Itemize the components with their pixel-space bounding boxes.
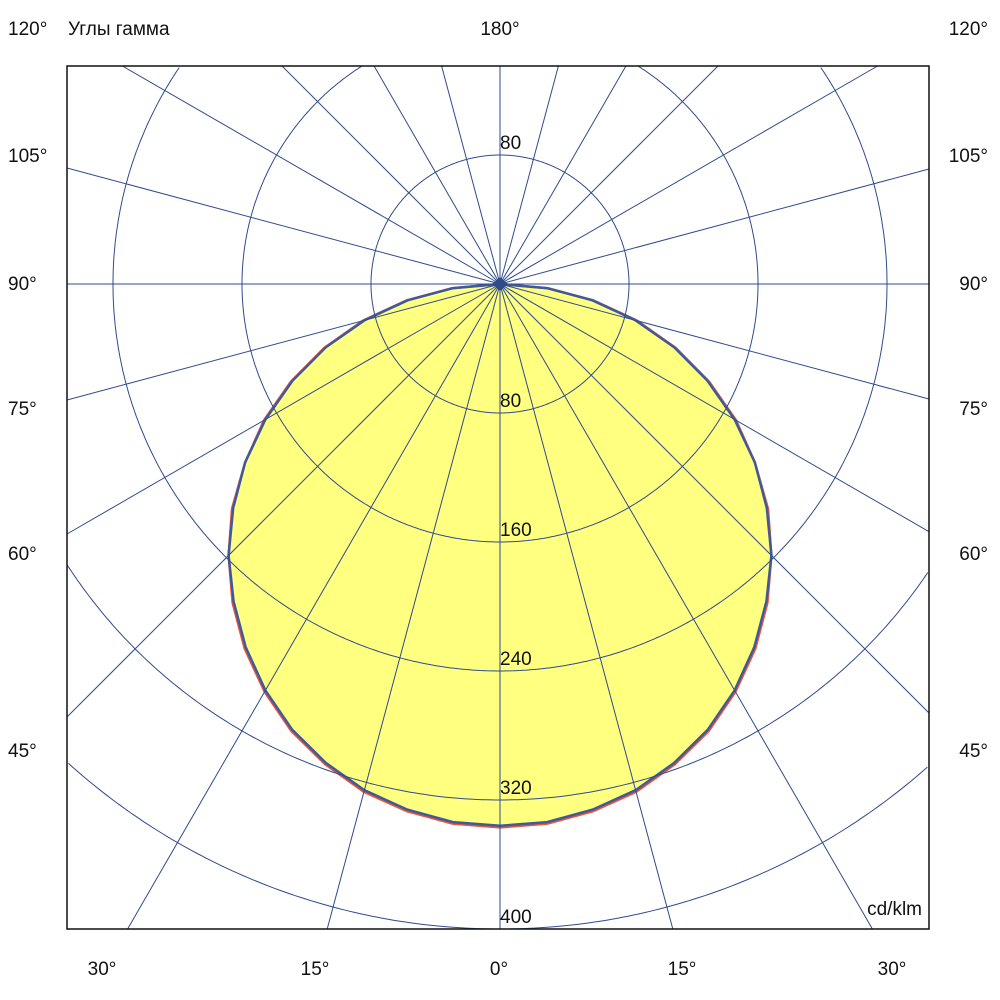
ring-label: 80: [500, 391, 521, 412]
radial-line: [122, 65, 501, 285]
ring-label: 160: [500, 520, 532, 541]
radial-line: [441, 65, 501, 285]
radial-line: [499, 65, 719, 285]
angle-label-left: 60°: [8, 544, 37, 565]
radial-line: [499, 168, 930, 285]
radial-line: [499, 283, 930, 714]
angle-label-bottom: 30°: [88, 959, 117, 980]
chart-title: Углы гамма: [68, 19, 170, 40]
angle-label-right: 90°: [959, 274, 988, 295]
radial-line: [499, 283, 930, 533]
ring-label: 240: [500, 649, 532, 670]
angle-label-left: 45°: [8, 741, 37, 762]
ring-320: [66, 564, 929, 801]
angle-label-right: 60°: [959, 544, 988, 565]
ring-label-upper: 80: [500, 133, 521, 154]
radial-line: [281, 65, 501, 285]
radial-line: [499, 283, 674, 930]
plot-frame: [66, 65, 930, 930]
ring-160: [241, 65, 759, 543]
radial-line: [66, 283, 501, 718]
radial-line: [326, 283, 501, 930]
angle-label-bottom: 15°: [301, 959, 330, 980]
angle-label-bottom: 0°: [490, 959, 508, 980]
radial-line: [66, 283, 501, 401]
radial-line: [499, 65, 627, 285]
center-marker: [492, 277, 508, 291]
angle-label-right: 105°: [949, 146, 988, 167]
radial-line: [499, 65, 878, 285]
ring-240: [112, 67, 888, 672]
angle-label-right: 120°: [949, 19, 988, 40]
radial-line: [499, 283, 930, 400]
angle-label-bottom: 30°: [878, 959, 907, 980]
ring-400: [68, 762, 928, 930]
radial-line: [373, 65, 501, 285]
angle-label-left: 90°: [8, 274, 37, 295]
radial-line: [499, 283, 873, 930]
unit-label: cd/klm: [867, 899, 922, 920]
top-angle-label: 180°: [480, 19, 519, 40]
angle-label-bottom: 15°: [668, 959, 697, 980]
angle-label-right: 45°: [959, 741, 988, 762]
radial-line: [66, 167, 501, 285]
angle-label-right: 75°: [959, 399, 988, 420]
radial-line: [499, 65, 559, 285]
ring-label: 320: [500, 778, 532, 799]
radial-line: [127, 283, 501, 930]
radial-line: [66, 283, 501, 535]
angle-label-left: 75°: [8, 399, 37, 420]
angle-label-left: 105°: [8, 146, 47, 167]
angle-label-left: 120°: [8, 19, 47, 40]
ring-label: 400: [500, 907, 532, 928]
